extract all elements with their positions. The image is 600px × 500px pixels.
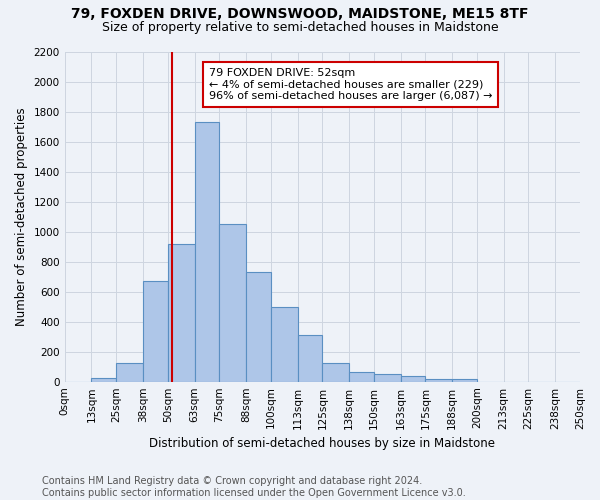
Y-axis label: Number of semi-detached properties: Number of semi-detached properties bbox=[15, 108, 28, 326]
X-axis label: Distribution of semi-detached houses by size in Maidstone: Distribution of semi-detached houses by … bbox=[149, 437, 496, 450]
Bar bbox=[349, 372, 374, 382]
Bar bbox=[298, 335, 322, 382]
Text: Contains HM Land Registry data © Crown copyright and database right 2024.
Contai: Contains HM Land Registry data © Crown c… bbox=[42, 476, 466, 498]
Bar bbox=[271, 306, 298, 382]
Bar bbox=[322, 363, 349, 382]
Bar bbox=[168, 244, 194, 382]
Bar bbox=[401, 376, 425, 382]
Bar bbox=[425, 380, 452, 382]
Bar bbox=[246, 272, 271, 382]
Bar bbox=[143, 281, 168, 382]
Bar bbox=[452, 380, 477, 382]
Bar bbox=[194, 122, 219, 382]
Text: Size of property relative to semi-detached houses in Maidstone: Size of property relative to semi-detach… bbox=[101, 21, 499, 34]
Bar bbox=[219, 224, 246, 382]
Text: 79, FOXDEN DRIVE, DOWNSWOOD, MAIDSTONE, ME15 8TF: 79, FOXDEN DRIVE, DOWNSWOOD, MAIDSTONE, … bbox=[71, 8, 529, 22]
Bar bbox=[116, 363, 143, 382]
Bar bbox=[374, 374, 401, 382]
Text: 79 FOXDEN DRIVE: 52sqm
← 4% of semi-detached houses are smaller (229)
96% of sem: 79 FOXDEN DRIVE: 52sqm ← 4% of semi-deta… bbox=[209, 68, 493, 101]
Bar bbox=[91, 378, 116, 382]
